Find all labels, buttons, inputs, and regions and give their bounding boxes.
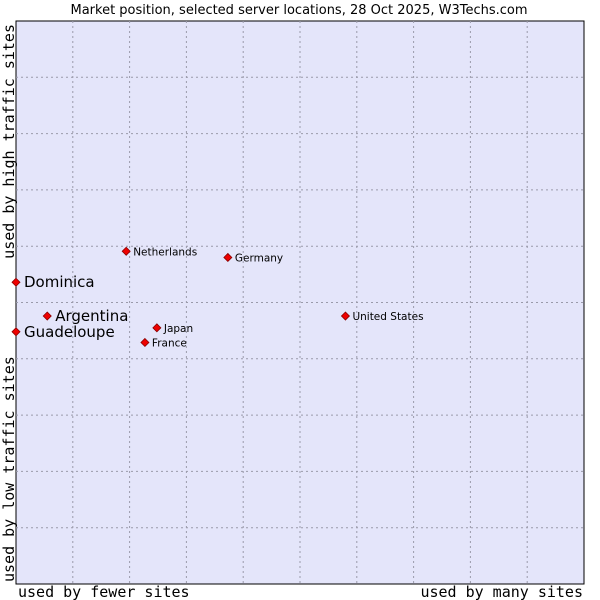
grid-lines [16,21,584,584]
point-label-guadeloupe: Guadeloupe [24,323,115,341]
x-axis-label-high: used by many sites [420,583,583,600]
point-marker-japan [152,323,162,333]
point-marker-guadeloupe [11,327,21,337]
point-marker-france [140,337,150,348]
x-axis-label-low: used by fewer sites [18,583,190,600]
point-marker-united-states [340,311,351,321]
data-points: Netherlands Germany Dominica Argentina Unite… [11,246,424,349]
chart-title: Market position, selected server locatio… [70,3,527,18]
y-axis-label-low: used by low traffic sites [0,356,18,582]
point-label-united-states: United States [352,311,423,323]
point-marker-argentina [42,311,52,321]
point-label-argentina: Argentina [55,307,128,325]
point-marker-netherlands [121,246,131,256]
y-axis-label-high: used by high traffic sites [0,24,18,259]
point-label-germany: Germany [235,252,283,264]
point-marker-germany [223,252,233,263]
point-label-netherlands: Netherlands [133,246,197,258]
point-label-dominica: Dominica [24,273,95,291]
point-label-japan: Japan [163,323,193,335]
point-marker-dominica [11,277,21,287]
point-label-france: France [152,337,187,349]
